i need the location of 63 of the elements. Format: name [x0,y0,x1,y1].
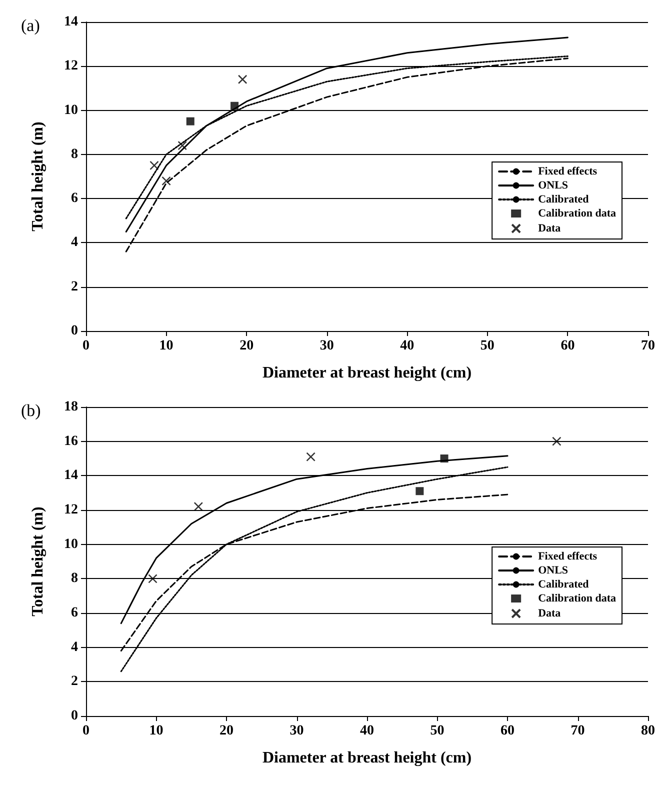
point [150,160,159,170]
x-tick-label: 0 [82,724,90,738]
point [306,452,316,462]
x-tick-label: 30 [320,338,334,354]
y-tick-label: 10 [64,102,78,118]
y-axis-title: Total height (m) [30,122,46,232]
x-axis-title: Diameter at breast height (cm) [262,750,472,766]
legend-label: Calibration data [538,592,616,604]
legend-label: Fixed effects [538,166,598,178]
y-tick-label: 8 [71,146,78,162]
y-tick-label: 2 [71,279,78,294]
x-tick-label: 60 [560,338,575,354]
x-tick-label: 70 [570,724,585,738]
legend-label: ONLS [538,180,568,192]
legend-label: Fixed effects [538,550,598,562]
y-axis-title: Total height (m) [30,506,46,616]
y-tick-label: 10 [64,536,78,552]
x-tick-label: 20 [220,724,234,738]
x-tick-label: 30 [290,724,304,738]
y-tick-label: 8 [71,571,78,586]
point [238,74,248,84]
y-tick-label: 14 [64,14,78,30]
x-axis-title: Diameter at breast height (cm) [262,364,472,382]
y-tick-label: 0 [71,324,78,338]
point [230,102,239,110]
point [416,487,424,496]
x-tick-label: 40 [400,338,414,354]
y-tick-label: 14 [64,468,78,484]
x-tick-label: 50 [430,724,444,738]
chart-title: (a) [21,16,40,35]
legend-label: Calibration data [538,208,616,220]
x-tick-label: 0 [82,338,90,354]
y-tick-label: 2 [71,674,78,690]
y-tick-label: 4 [71,235,78,250]
y-tick-label: 4 [71,640,78,655]
x-tick-label: 70 [641,338,655,354]
y-tick-label: 6 [71,191,78,206]
legend-label: ONLS [538,564,568,576]
point [194,502,204,512]
x-tick-label: 20 [240,338,254,354]
point [440,454,448,462]
point [148,574,158,584]
legend-label: Data [538,222,562,234]
legend-label: Calibrated [538,578,589,590]
x-tick-label: 50 [480,338,494,354]
y-tick-label: 18 [64,400,78,414]
x-tick-label: 80 [641,724,655,738]
y-tick-label: 12 [64,58,78,74]
point [186,117,194,126]
y-tick-label: 6 [71,606,78,620]
y-tick-label: 0 [71,708,78,724]
x-tick-label: 40 [360,724,374,738]
chart-title: (b) [21,401,41,420]
legend-label: Calibrated [538,194,589,206]
point [162,176,171,186]
x-tick-label: 10 [159,338,174,354]
y-tick-label: 12 [64,502,78,518]
x-tick-label: 10 [149,724,164,738]
legend-label: Data [538,608,562,620]
y-tick-label: 16 [64,434,78,449]
point [178,140,187,150]
x-tick-label: 60 [500,724,514,738]
point [552,436,562,446]
